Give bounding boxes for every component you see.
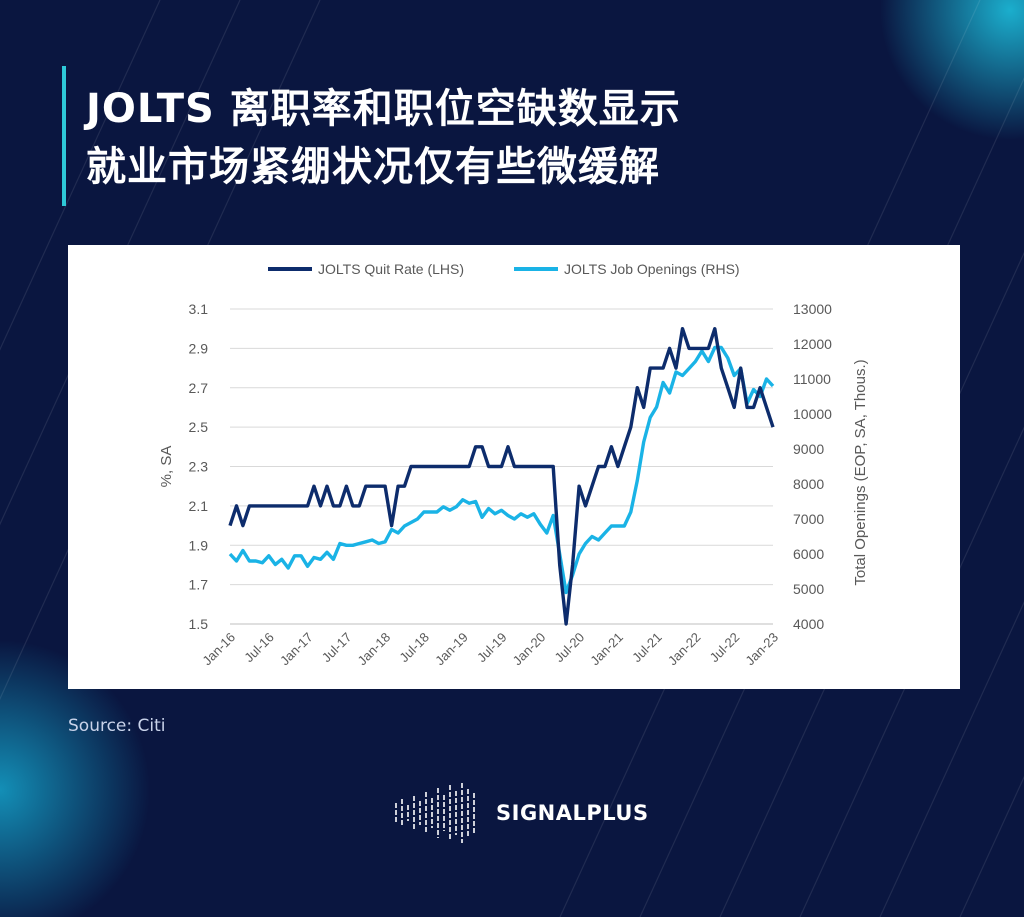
x-tick-label: Jan-19	[432, 630, 471, 669]
brand: SIGNALPLUS	[392, 778, 649, 848]
y-left-tick-label: 1.9	[189, 537, 209, 553]
legend-label: JOLTS Quit Rate (LHS)	[318, 261, 464, 277]
x-tick-label: Jul-16	[241, 630, 277, 666]
x-tick-label: Jan-23	[742, 630, 781, 669]
title-block: JOLTS 离职率和职位空缺数显示 就业市场紧绷状况仅有些微缓解	[62, 66, 681, 206]
y-right-tick-label: 11000	[793, 371, 831, 387]
series-line-job-openings	[228, 345, 775, 595]
x-tick-label: Jan-22	[665, 630, 704, 669]
chart-panel: 1.5 1.7 1.9 2.1 2.3 2.5 2.7 2.9 3.1 4000 5000 6000 7…	[68, 245, 960, 689]
y-left-tick-label: 1.5	[189, 616, 209, 632]
y-left-tick-label: 2.3	[189, 459, 209, 475]
x-tick-label: Jan-18	[355, 630, 394, 669]
x-tick-label: Jan-17	[277, 630, 316, 669]
y-left-tick-label: 2.9	[189, 340, 209, 356]
y-left-tick-label: 2.7	[189, 380, 209, 396]
x-tick-label: Jan-21	[587, 630, 626, 669]
y-right-tick-label: 13000	[793, 301, 832, 317]
legend: JOLTS Quit Rate (LHS) JOLTS Job Openings …	[268, 261, 740, 277]
source-note: Source: Citi	[68, 716, 166, 736]
y-right-tick-label: 9000	[793, 441, 824, 457]
y-right-tick-label: 7000	[793, 511, 824, 527]
y-left-tick-label: 3.1	[189, 301, 209, 317]
x-tick-label: Jul-17	[319, 630, 355, 666]
y-left-tick-label: 1.7	[189, 577, 209, 593]
y-right-axis-label: Total Openings (EOP, SA, Thous.)	[852, 359, 869, 585]
y-right-tick-label: 8000	[793, 476, 824, 492]
title-line-2: 就业市场紧绷状况仅有些微缓解	[86, 144, 660, 190]
y-right-tick-label: 10000	[793, 406, 832, 422]
y-left-tick-label: 2.1	[189, 498, 209, 514]
x-tick-label: Jul-20	[552, 630, 588, 666]
y-right-tick-label: 6000	[793, 546, 824, 562]
title-line-1: JOLTS 离职率和职位空缺数显示	[86, 86, 681, 132]
x-tick-label: Jul-22	[707, 630, 743, 666]
brand-name: SIGNALPLUS	[496, 801, 649, 825]
legend-label: JOLTS Job Openings (RHS)	[564, 261, 740, 277]
y-right-tick-label: 12000	[793, 336, 832, 352]
x-tick-label: Jul-18	[396, 630, 432, 666]
x-tick-label: Jul-21	[629, 630, 665, 666]
waveform-logo-icon	[395, 783, 475, 843]
x-tick-label: Jul-19	[474, 630, 510, 666]
y-left-axis-label: %, SA	[158, 446, 175, 488]
x-tick-label: Jan-16	[199, 630, 238, 669]
y-right-tick-label: 4000	[793, 616, 824, 632]
x-tick-label: Jan-20	[510, 630, 549, 669]
y-right-tick-label: 5000	[793, 581, 824, 597]
y-left-tick-label: 2.5	[189, 419, 209, 435]
line-chart: 1.5 1.7 1.9 2.1 2.3 2.5 2.7 2.9 3.1 4000 5000 6000 7…	[158, 261, 869, 669]
series-line-quit-rate	[228, 326, 775, 626]
